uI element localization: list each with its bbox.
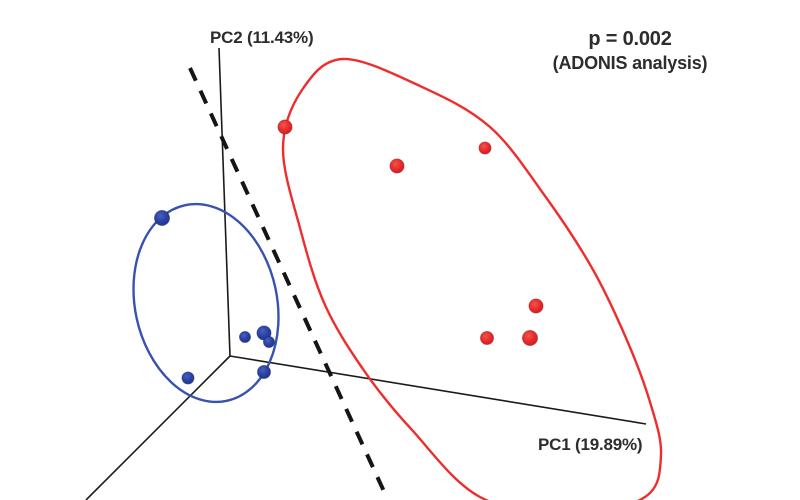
red-group-ellipse xyxy=(281,57,663,500)
p-value-text: p = 0.002 xyxy=(588,28,672,50)
separator-dashed-line xyxy=(188,67,389,499)
red-data-point xyxy=(528,298,544,314)
pc3-axis-line xyxy=(85,355,231,500)
red-data-point xyxy=(522,330,538,346)
pc1-axis-line xyxy=(229,355,647,425)
red-data-point xyxy=(389,158,405,174)
blue-data-point xyxy=(154,210,170,226)
red-data-point xyxy=(277,119,293,135)
blue-data-point xyxy=(181,371,195,385)
blue-data-point xyxy=(263,336,275,348)
adonis-method-text: (ADONIS analysis) xyxy=(552,53,708,73)
pc2-axis-label: PC2 (11.43%) xyxy=(210,28,314,47)
pc1-axis-label: PC1 (19.89%) xyxy=(538,435,643,454)
blue-data-point xyxy=(257,365,271,379)
group-ellipses-layer xyxy=(132,57,663,500)
blue-group-ellipse xyxy=(132,202,280,404)
data-points-layer xyxy=(154,119,544,385)
significance-annotation: p = 0.002 (ADONIS analysis) xyxy=(512,27,748,75)
axes-layer xyxy=(85,47,647,500)
pc2-axis-line xyxy=(218,47,231,357)
separator-layer xyxy=(188,67,389,499)
red-data-point xyxy=(478,141,492,155)
red-data-point xyxy=(480,331,494,345)
blue-data-point xyxy=(239,331,251,343)
